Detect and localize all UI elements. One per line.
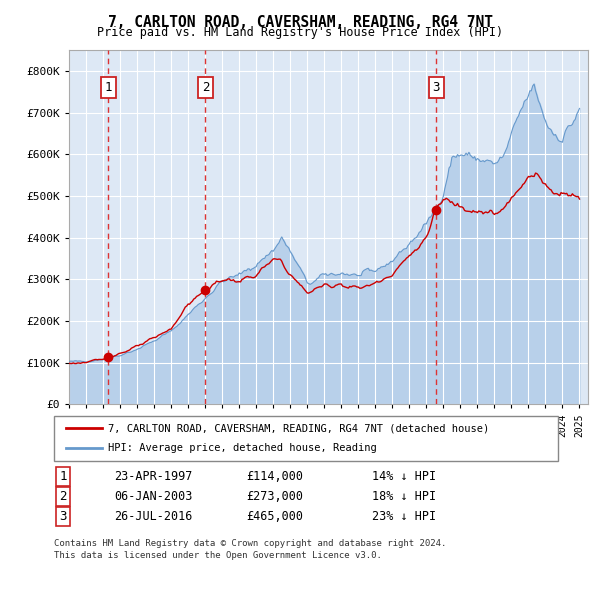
Text: Price paid vs. HM Land Registry's House Price Index (HPI): Price paid vs. HM Land Registry's House … [97,26,503,39]
Text: £273,000: £273,000 [246,490,303,503]
Text: 2: 2 [202,81,209,94]
Text: 1: 1 [104,81,112,94]
Text: 06-JAN-2003: 06-JAN-2003 [114,490,193,503]
Text: 2: 2 [59,490,67,503]
Text: 18% ↓ HPI: 18% ↓ HPI [372,490,436,503]
Text: 7, CARLTON ROAD, CAVERSHAM, READING, RG4 7NT: 7, CARLTON ROAD, CAVERSHAM, READING, RG4… [107,15,493,30]
Text: This data is licensed under the Open Government Licence v3.0.: This data is licensed under the Open Gov… [54,551,382,560]
Text: Contains HM Land Registry data © Crown copyright and database right 2024.: Contains HM Land Registry data © Crown c… [54,539,446,549]
Text: 23% ↓ HPI: 23% ↓ HPI [372,510,436,523]
Text: 3: 3 [432,81,440,94]
Text: HPI: Average price, detached house, Reading: HPI: Average price, detached house, Read… [108,443,377,453]
Text: 14% ↓ HPI: 14% ↓ HPI [372,470,436,483]
Text: 7, CARLTON ROAD, CAVERSHAM, READING, RG4 7NT (detached house): 7, CARLTON ROAD, CAVERSHAM, READING, RG4… [108,423,489,433]
Text: £114,000: £114,000 [246,470,303,483]
Text: 23-APR-1997: 23-APR-1997 [114,470,193,483]
Text: 1: 1 [59,470,67,483]
Text: 3: 3 [59,510,67,523]
Text: 26-JUL-2016: 26-JUL-2016 [114,510,193,523]
Text: £465,000: £465,000 [246,510,303,523]
